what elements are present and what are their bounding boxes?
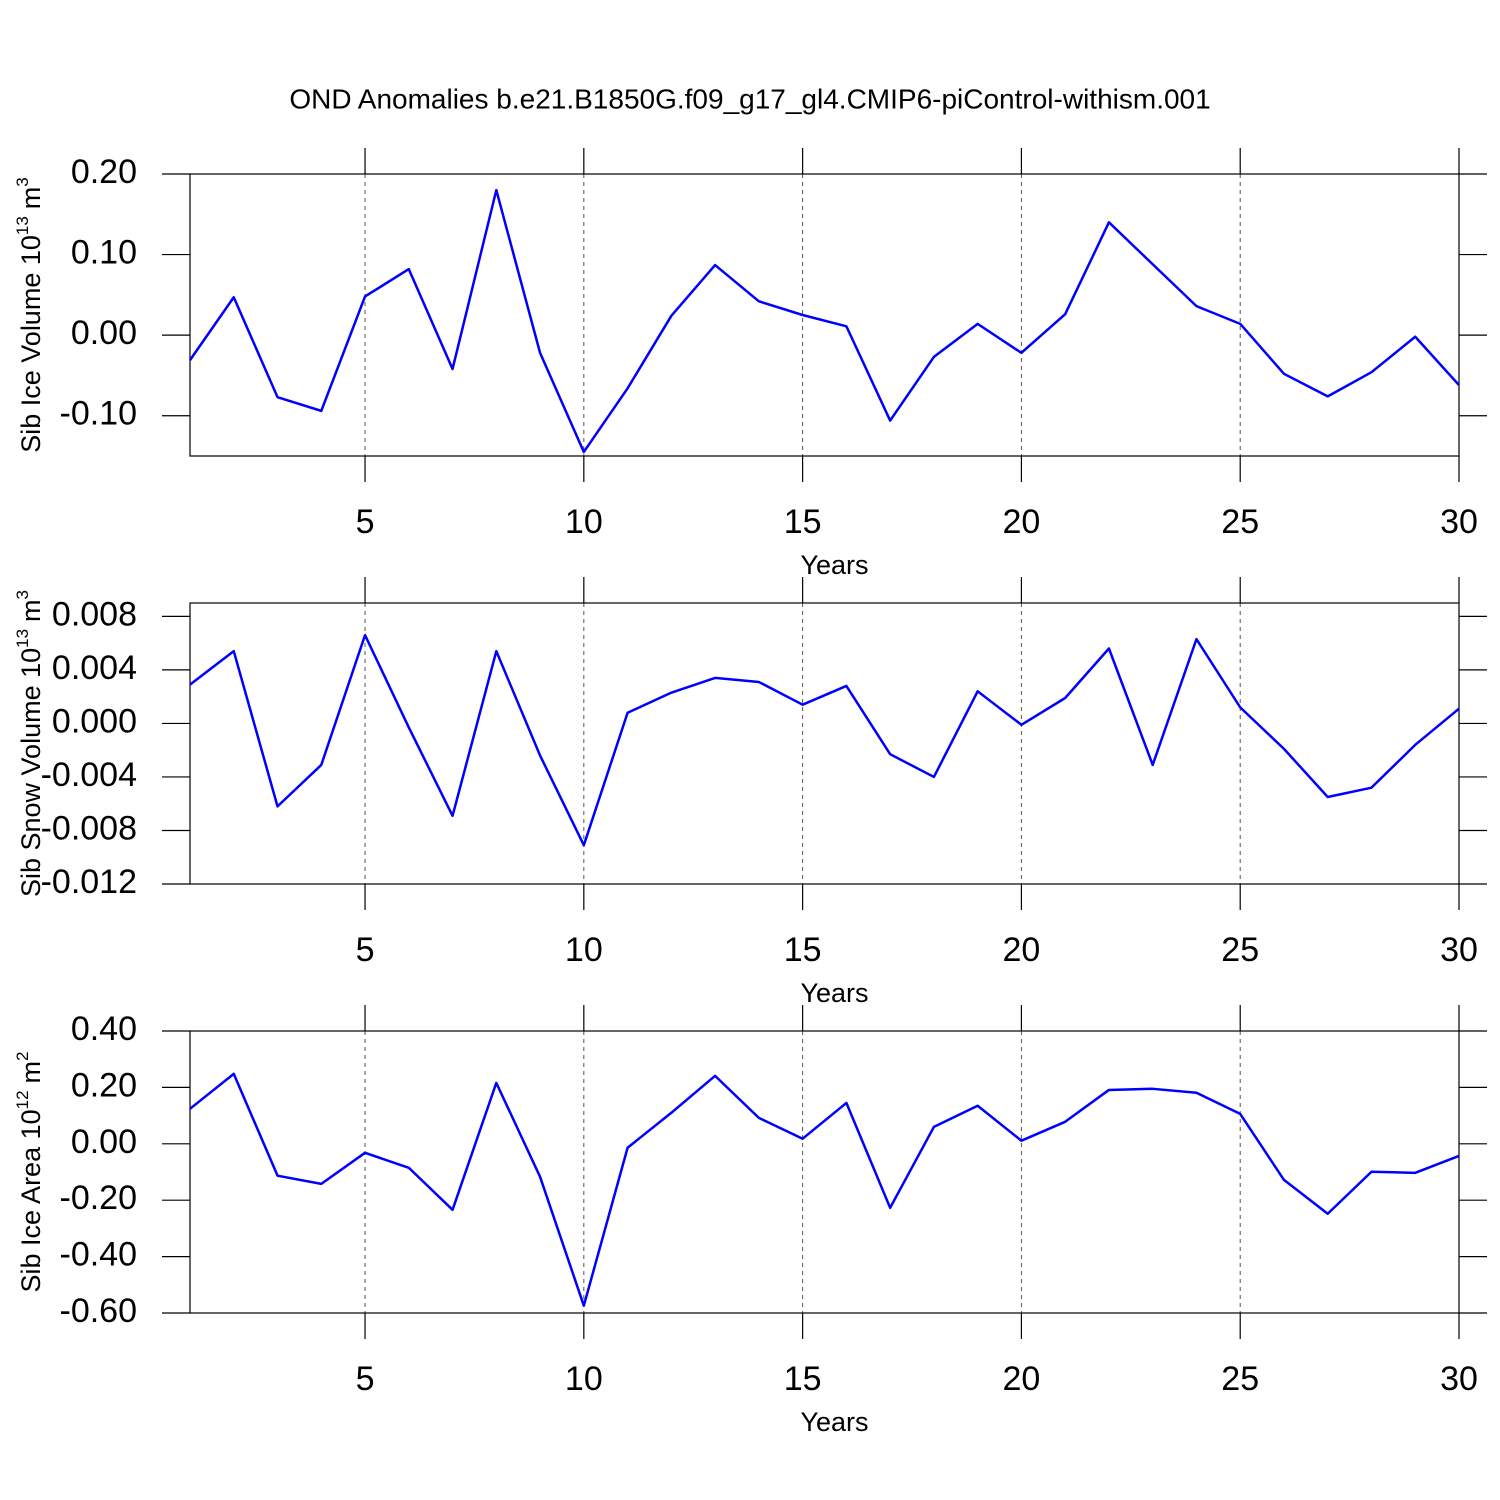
data-line — [188, 188, 1460, 454]
x-tick-label: 20 — [1002, 503, 1040, 541]
x-tick-label: 10 — [565, 931, 603, 969]
x-tick-label: 25 — [1221, 1360, 1259, 1398]
y-tick-label: 0.10 — [71, 234, 137, 272]
y-axis-label-part: m — [16, 599, 46, 622]
x-tick-label: 25 — [1221, 931, 1259, 969]
x-tick-label: 10 — [565, 1360, 603, 1398]
y-tick-label: -0.10 — [60, 395, 138, 433]
y-axis-label-part: 3 — [13, 177, 32, 186]
y-axis-label: Sib Snow Volume 1013 m3 — [13, 590, 46, 897]
y-tick-label: 0.000 — [52, 702, 137, 740]
y-axis-label-part: 2 — [13, 1051, 32, 1060]
x-tick-label: 10 — [565, 503, 603, 541]
y-axis-label-part: 3 — [13, 590, 32, 599]
y-tick-label: -0.60 — [60, 1292, 138, 1330]
x-axis-label: Years — [800, 550, 868, 580]
y-axis-label-part: Sib Ice Area 10 — [16, 1109, 46, 1292]
y-axis-label-part: 13 — [13, 216, 32, 235]
y-tick-label: 0.004 — [52, 649, 137, 687]
data-line — [189, 633, 1460, 847]
y-axis-label-part: m — [16, 187, 46, 210]
figure-title: OND Anomalies b.e21.B1850G.f09_g17_gl4.C… — [289, 83, 1210, 114]
plot-frame — [189, 173, 1460, 457]
x-axis-label: Years — [800, 1407, 868, 1437]
x-tick-label: 20 — [1002, 931, 1040, 969]
y-axis-label-part: 12 — [13, 1090, 32, 1109]
data-line — [189, 1072, 1460, 1307]
y-axis-label-part: Sib Snow Volume 10 — [16, 648, 46, 897]
y-axis-label: Sib Ice Volume 1013 m3 — [13, 177, 46, 453]
x-tick-label: 25 — [1221, 503, 1259, 541]
x-tick-label: 5 — [356, 503, 375, 541]
y-tick-label: -0.012 — [41, 863, 137, 901]
y-tick-label: 0.00 — [71, 314, 137, 352]
x-tick-label: 30 — [1440, 1360, 1478, 1398]
y-tick-label: -0.20 — [60, 1179, 138, 1217]
x-tick-label: 15 — [784, 503, 822, 541]
y-axis-label-part: 13 — [13, 629, 32, 648]
x-tick-label: 20 — [1002, 1360, 1040, 1398]
y-tick-label: 0.008 — [52, 595, 137, 633]
plot-frame — [189, 1030, 1460, 1314]
x-tick-label: 5 — [356, 1360, 375, 1398]
y-axis-label: Sib Ice Area 1012 m2 — [13, 1051, 46, 1292]
x-tick-label: 15 — [784, 1360, 822, 1398]
y-tick-label: 0.00 — [71, 1123, 137, 1161]
y-tick-label: -0.008 — [41, 809, 137, 847]
x-axis-label: Years — [800, 978, 868, 1008]
x-tick-label: 15 — [784, 931, 822, 969]
y-tick-label: -0.004 — [41, 756, 137, 794]
y-tick-label: 0.20 — [71, 153, 137, 191]
y-tick-label: 0.40 — [71, 1010, 137, 1048]
x-tick-label: 30 — [1440, 503, 1478, 541]
y-tick-label: -0.40 — [60, 1236, 138, 1274]
x-tick-label: 5 — [356, 931, 375, 969]
plot-frame — [189, 602, 1460, 885]
y-axis-label-part: m — [16, 1061, 46, 1084]
x-tick-label: 30 — [1440, 931, 1478, 969]
y-tick-label: 0.20 — [71, 1066, 137, 1104]
y-axis-label-part: Sib Ice Volume 10 — [16, 235, 46, 453]
